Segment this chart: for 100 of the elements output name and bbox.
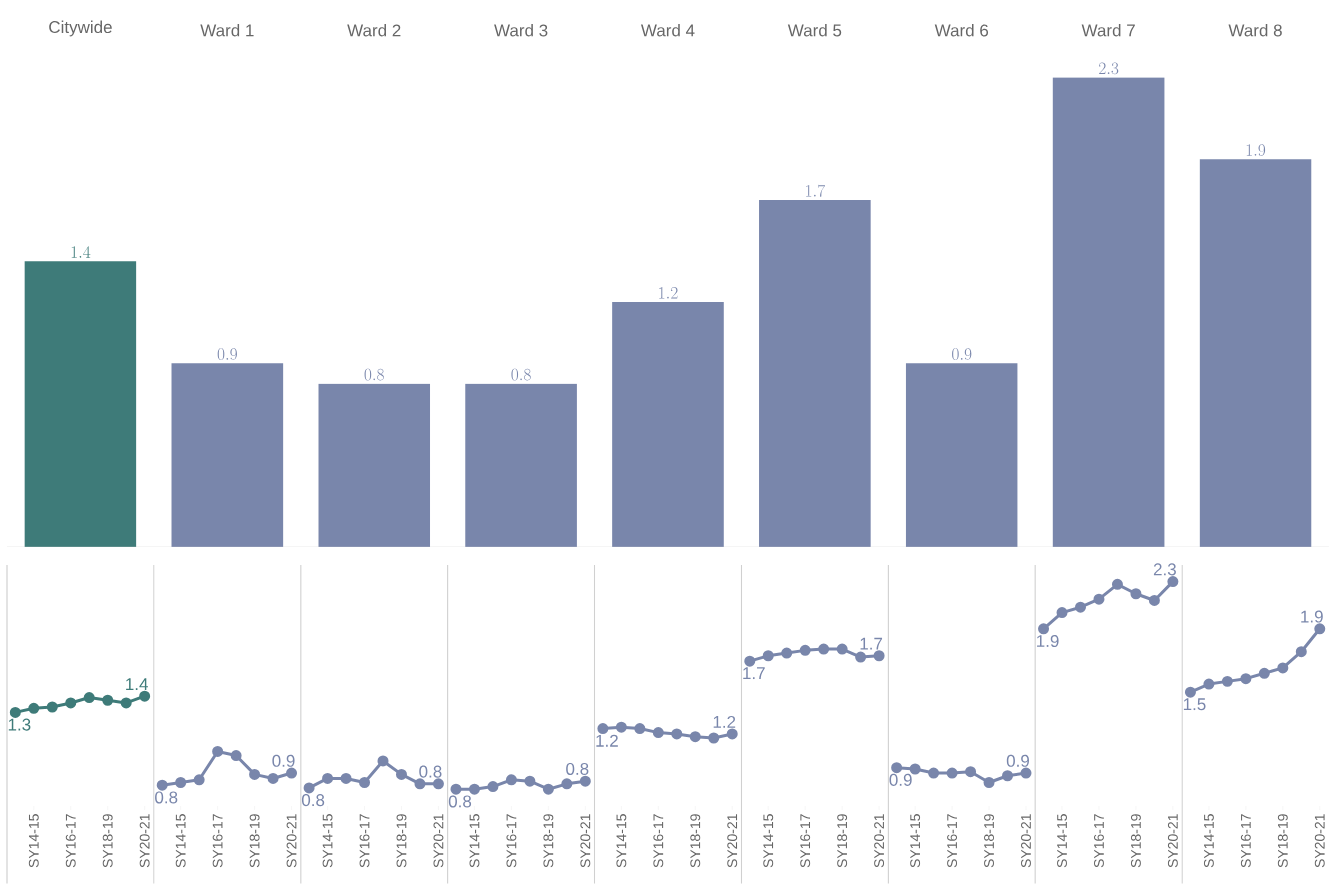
- point: [193, 774, 205, 786]
- data-label: 1 .2: [659, 287, 678, 299]
- point: [891, 762, 903, 774]
- x-tick-label: SY18-19: [1130, 814, 1141, 868]
- point: [1184, 686, 1196, 698]
- point: [156, 779, 168, 791]
- bar: [612, 302, 724, 547]
- data-label: 1.2: [713, 715, 736, 728]
- x-tick-label: Ward 2: [347, 23, 401, 37]
- x-tick-label: SY14-15: [910, 814, 921, 868]
- x-tick-label: SY14-15: [175, 814, 186, 868]
- x-tick-label: SY20-21: [1167, 814, 1178, 868]
- x-tick-label: SY18-19: [249, 814, 260, 868]
- point: [65, 697, 77, 709]
- point: [928, 767, 940, 779]
- point: [468, 783, 480, 795]
- point: [28, 702, 40, 714]
- data-label: 0.8: [419, 765, 442, 778]
- data-label: 1.9: [1037, 634, 1059, 647]
- x-tick-label: SY18-19: [102, 814, 113, 868]
- x-tick-label: SY14-15: [616, 814, 627, 868]
- point: [175, 776, 187, 788]
- point: [855, 651, 867, 663]
- point: [286, 767, 298, 779]
- point: [377, 755, 389, 767]
- data-label: 1.4: [126, 678, 148, 690]
- point: [1130, 588, 1142, 600]
- x-tick-label: SY20-21: [1314, 814, 1325, 868]
- data-label: 0.8: [566, 762, 589, 775]
- bar: [171, 363, 284, 547]
- x-tick-label: SY16-17: [653, 814, 664, 868]
- data-label: 0.9: [272, 754, 295, 767]
- point: [450, 783, 462, 795]
- point: [1056, 607, 1068, 619]
- x-tick-label: SY16-17: [506, 814, 517, 868]
- x-tick-label: SY16-17: [1094, 814, 1104, 868]
- x-tick-label: SY16-17: [947, 814, 958, 868]
- bar: [905, 363, 1018, 547]
- point: [652, 727, 664, 739]
- x-tick-label: Ward 5: [787, 23, 842, 37]
- point: [267, 772, 279, 784]
- data-label: 1.5: [1183, 698, 1206, 711]
- x-tick-label: SY20-21: [139, 814, 150, 868]
- point: [965, 766, 977, 778]
- x-tick-label: SY20-21: [727, 814, 738, 868]
- point: [322, 772, 334, 784]
- point: [395, 768, 407, 780]
- point: [102, 694, 114, 706]
- x-tick-label: Ward 6: [934, 23, 989, 37]
- data-label: 1 .7: [806, 184, 825, 197]
- point: [1203, 678, 1215, 690]
- x-tick-label: Ward 7: [1081, 23, 1135, 37]
- x-tick-label: SY14-15: [1057, 814, 1067, 868]
- point: [873, 650, 885, 662]
- x-tick-label: SY16-17: [212, 814, 223, 868]
- data-label: 2.3: [1099, 62, 1119, 75]
- point: [1258, 667, 1270, 679]
- point: [1221, 675, 1233, 687]
- point: [615, 721, 627, 733]
- x-tick-label: SY18-19: [984, 814, 994, 868]
- point: [836, 643, 848, 655]
- point: [909, 763, 921, 775]
- point: [799, 644, 811, 656]
- point: [781, 647, 793, 659]
- point: [46, 701, 58, 713]
- point: [561, 778, 573, 790]
- x-tick-label: SY14-15: [763, 814, 774, 868]
- x-tick-label: Ward 1: [200, 23, 254, 37]
- point: [1002, 770, 1014, 782]
- point: [9, 706, 21, 718]
- x-tick-label: SY14-15: [322, 814, 333, 868]
- point: [212, 745, 224, 757]
- point: [83, 692, 95, 703]
- point: [689, 731, 701, 743]
- data-label: 0.8: [448, 795, 472, 808]
- x-tick-label: SY16-17: [800, 814, 811, 868]
- x-tick-label: SY14-15: [469, 814, 480, 868]
- point: [139, 690, 151, 702]
- point: [432, 778, 444, 790]
- data-label: 1.9: [1301, 610, 1323, 623]
- point: [505, 774, 517, 786]
- data-label: 1.7: [860, 637, 883, 650]
- data-label: 0.8: [364, 368, 384, 381]
- point: [634, 723, 646, 735]
- point: [524, 775, 536, 787]
- data-label: 0.9: [1006, 754, 1029, 767]
- point: [1295, 646, 1307, 658]
- data-label: 0.9: [952, 348, 972, 360]
- point: [1167, 576, 1179, 588]
- x-tick-label: SY18-19: [690, 814, 701, 868]
- point: [708, 732, 720, 744]
- point: [1038, 623, 1050, 635]
- x-tick-label: SY18-19: [837, 814, 848, 868]
- data-label: 0.8: [155, 791, 178, 804]
- x-tick-label: SY20-21: [286, 814, 297, 868]
- x-tick-label: SY18-19: [543, 814, 554, 868]
- data-label: 1.7: [743, 667, 765, 679]
- point: [340, 772, 352, 784]
- data-label: 1.3: [8, 718, 31, 731]
- point: [542, 783, 554, 795]
